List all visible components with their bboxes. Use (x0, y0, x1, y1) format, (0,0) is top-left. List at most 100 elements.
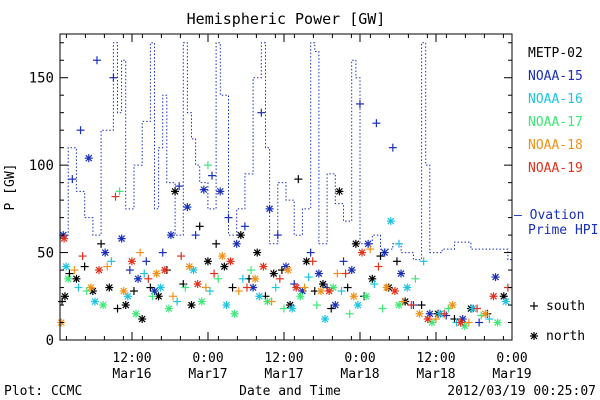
north-point (493, 318, 502, 327)
point-stroke (61, 292, 69, 300)
point-stroke (494, 319, 502, 326)
south-point (140, 269, 149, 278)
north-point (119, 287, 128, 296)
point-stroke (190, 266, 197, 274)
north-point (349, 292, 358, 301)
north-point (72, 274, 81, 283)
south-point (195, 222, 204, 231)
point-stroke (218, 252, 226, 260)
south-point (378, 304, 387, 313)
north-point (166, 231, 175, 240)
legend-entry: NOAA-19 (528, 161, 583, 176)
point-stroke (457, 319, 465, 326)
point-stroke (387, 217, 395, 225)
point-stroke (500, 292, 508, 300)
north-point (127, 257, 136, 266)
x-tick-date-label: Mar18 (416, 367, 455, 382)
x-tick-time-label: 12:00 (112, 351, 151, 366)
point-stroke (222, 301, 230, 309)
point-stroke (416, 310, 423, 318)
north-point (60, 234, 69, 243)
north-point (380, 248, 389, 257)
point-stroke (87, 284, 95, 291)
point-stroke (331, 301, 339, 309)
south-point (136, 248, 145, 257)
point-stroke (73, 275, 80, 283)
point-stroke (317, 287, 325, 295)
point-stroke (492, 273, 499, 281)
point-stroke (481, 310, 489, 318)
north-point (193, 280, 202, 289)
north-point (216, 187, 225, 196)
north-point (222, 301, 231, 310)
south-point (111, 192, 120, 201)
north-point (236, 231, 245, 240)
axes-group (59, 33, 513, 341)
south-point (210, 269, 219, 278)
north-point (99, 301, 108, 310)
south-point (337, 287, 346, 296)
north-point (60, 292, 69, 301)
south-point (279, 304, 288, 313)
x-tick-time-label: 0:00 (344, 351, 375, 366)
point-stroke (461, 322, 469, 330)
south-point (177, 252, 186, 261)
legend-entry: NOAA-15 (528, 69, 583, 84)
point-stroke (403, 284, 411, 291)
y-axis-label: P [GW] (3, 164, 18, 211)
point-stroke (62, 263, 70, 270)
point-stroke (319, 280, 327, 288)
south-point (107, 257, 116, 266)
south-point (146, 283, 155, 292)
point-stroke (362, 292, 370, 300)
point-stroke (99, 301, 107, 309)
north-point (230, 309, 239, 318)
point-stroke (251, 275, 259, 283)
point-stroke (358, 249, 366, 256)
south-point (372, 119, 381, 128)
point-stroke (105, 284, 113, 291)
north-point (199, 185, 208, 194)
south-point (191, 231, 200, 240)
north-point (232, 239, 241, 248)
point-stroke (335, 187, 343, 195)
south-point (92, 56, 101, 65)
south-point (205, 287, 214, 296)
point-stroke (138, 315, 146, 323)
point-stroke (128, 257, 136, 265)
south-point (355, 99, 364, 108)
south-point (411, 274, 420, 283)
y-tick-label: 150 (29, 71, 54, 87)
north-point (132, 309, 141, 318)
north-point (95, 266, 104, 275)
north-point (347, 266, 356, 275)
north-point (364, 239, 373, 248)
south-point (341, 269, 350, 278)
point-stroke (183, 203, 191, 211)
south-point (392, 257, 401, 266)
north-point (368, 274, 377, 283)
south-point (158, 248, 167, 257)
south-point (395, 239, 403, 248)
point-stroke (288, 305, 296, 312)
point-stroke (284, 266, 292, 274)
north-point (382, 283, 391, 292)
point-stroke (157, 284, 165, 291)
south-point (113, 304, 122, 313)
north-point (134, 274, 143, 283)
north-point (160, 266, 169, 275)
south-point (228, 283, 237, 292)
north-point (292, 283, 301, 292)
south-point (242, 283, 251, 292)
point-stroke (381, 249, 389, 256)
north-point (358, 248, 367, 257)
south-point (234, 287, 243, 296)
north-point (123, 292, 132, 301)
south-marker-legend (530, 302, 538, 310)
x-axis-label: Date and Time (239, 384, 341, 399)
south-point (212, 239, 221, 248)
ovation-legend-line2: Prime HPI (528, 223, 598, 238)
point-stroke (216, 187, 224, 195)
north-point (265, 204, 274, 213)
